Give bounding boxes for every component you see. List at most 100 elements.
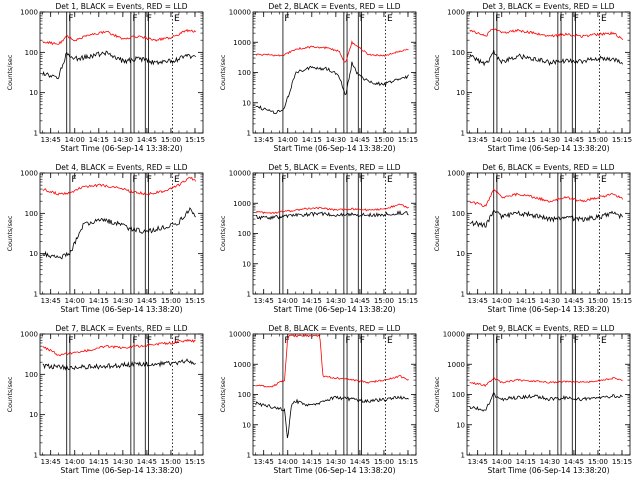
chart-panel-5: Det 5, BLACK = Events, RED = LLD Counts/s… bbox=[219, 163, 418, 314]
y-tick-label: 10 bbox=[29, 411, 38, 419]
chart-title: Det 7, BLACK = Events, RED = LLD bbox=[55, 324, 187, 333]
y-tick-label: 1 bbox=[461, 291, 465, 299]
x-tick-label: 15:00 bbox=[374, 297, 394, 305]
x-tick-label: 13:45 bbox=[254, 297, 274, 305]
marker-label-f: F bbox=[345, 175, 350, 185]
x-tick-label: 14:45 bbox=[564, 297, 584, 305]
marker-label-f: F bbox=[68, 14, 73, 24]
y-tick-label: 1000 bbox=[20, 331, 38, 339]
series-events-line bbox=[42, 358, 196, 371]
y-tick-label: 1000 bbox=[447, 170, 465, 178]
marker-label-f: F bbox=[284, 14, 289, 24]
marker-label-f: F bbox=[559, 175, 564, 185]
x-axis-label: Start Time (06-Sep-14 13:38:20) bbox=[488, 144, 610, 153]
chart-panel-2: Det 2, BLACK = Events, RED = LLD Counts/s… bbox=[219, 2, 418, 153]
marker-label-f: F bbox=[71, 175, 76, 185]
series-events-line bbox=[469, 49, 623, 67]
plot-frame bbox=[39, 11, 204, 134]
y-tick-label: 100 bbox=[25, 49, 38, 57]
marker-label-f: F bbox=[345, 336, 350, 346]
y-tick-label: 1 bbox=[34, 130, 38, 138]
x-tick-label: 14:30 bbox=[326, 297, 346, 305]
x-axis-label: Start Time (06-Sep-14 13:38:20) bbox=[488, 466, 610, 475]
marker-label-f: F bbox=[495, 175, 500, 185]
x-axis-label: Start Time (06-Sep-14 13:38:20) bbox=[61, 305, 183, 314]
y-tick-label: 1 bbox=[247, 130, 251, 138]
y-tick-label: 1000 bbox=[233, 200, 251, 208]
x-tick-label: 14:00 bbox=[278, 136, 298, 144]
y-tick-label: 10000 bbox=[229, 170, 251, 178]
x-tick-label: 15:00 bbox=[161, 136, 181, 144]
series-lld-line bbox=[255, 333, 409, 388]
chart-title: Det 2, BLACK = Events, RED = LLD bbox=[268, 2, 400, 11]
x-tick-label: 14:15 bbox=[302, 136, 322, 144]
x-tick-label: 15:15 bbox=[398, 136, 418, 144]
x-tick-label: 14:00 bbox=[492, 297, 512, 305]
x-axis-label: Start Time (06-Sep-14 13:38:20) bbox=[274, 144, 396, 153]
y-tick-label: 100 bbox=[238, 230, 251, 238]
x-tick-label: 13:45 bbox=[41, 136, 61, 144]
series-lld-line bbox=[255, 40, 409, 63]
marker-label-f: F bbox=[147, 336, 152, 346]
plot-frame bbox=[39, 333, 204, 456]
chart-title: Det 9, BLACK = Events, RED = LLD bbox=[482, 324, 614, 333]
y-tick-label: 100 bbox=[452, 49, 465, 57]
x-tick-label: 14:30 bbox=[326, 136, 346, 144]
x-tick-label: 15:15 bbox=[612, 136, 632, 144]
y-tick-label: 10 bbox=[456, 421, 465, 429]
y-tick-label: 1000 bbox=[447, 9, 465, 17]
x-tick-label: 14:15 bbox=[89, 136, 109, 144]
marker-label-f: F bbox=[574, 175, 579, 185]
y-axis-label: Counts/sec bbox=[433, 54, 441, 90]
marker-label-f: F bbox=[495, 336, 500, 346]
x-tick-label: 15:15 bbox=[185, 136, 205, 144]
y-tick-label: 10 bbox=[242, 421, 251, 429]
x-tick-label: 13:45 bbox=[468, 458, 488, 466]
chart-title: Det 1, BLACK = Events, RED = LLD bbox=[55, 2, 187, 11]
y-tick-label: 10000 bbox=[229, 9, 251, 17]
x-tick-label: 14:30 bbox=[540, 297, 560, 305]
series-lld-line bbox=[469, 376, 623, 387]
x-tick-label: 14:45 bbox=[137, 136, 157, 144]
x-tick-label: 14:00 bbox=[65, 458, 85, 466]
x-tick-label: 14:00 bbox=[278, 297, 298, 305]
chart-title: Det 5, BLACK = Events, RED = LLD bbox=[268, 163, 400, 172]
y-tick-label: 10 bbox=[29, 250, 38, 258]
x-tick-label: 13:45 bbox=[468, 297, 488, 305]
marker-label-e: E bbox=[601, 175, 607, 185]
series-events-line bbox=[42, 50, 196, 80]
marker-label-f: F bbox=[345, 14, 350, 24]
y-tick-label: 10000 bbox=[443, 331, 465, 339]
y-tick-label: 1000 bbox=[233, 361, 251, 369]
x-tick-label: 14:15 bbox=[516, 458, 536, 466]
y-tick-label: 1 bbox=[461, 452, 465, 460]
series-lld-line bbox=[469, 188, 623, 208]
x-tick-label: 14:45 bbox=[564, 458, 584, 466]
x-tick-label: 14:30 bbox=[540, 136, 560, 144]
x-tick-label: 14:00 bbox=[492, 136, 512, 144]
y-tick-label: 100 bbox=[25, 371, 38, 379]
x-tick-label: 14:45 bbox=[137, 297, 157, 305]
y-axis-label: Counts/sec bbox=[219, 54, 227, 90]
chart-title: Det 4, BLACK = Events, RED = LLD bbox=[55, 163, 187, 172]
marker-label-f: F bbox=[284, 336, 289, 346]
y-axis-label: Counts/sec bbox=[433, 376, 441, 412]
y-axis-label: Counts/sec bbox=[6, 54, 14, 90]
x-tick-label: 13:45 bbox=[468, 136, 488, 144]
y-tick-label: 100 bbox=[452, 210, 465, 218]
y-tick-label: 10 bbox=[456, 250, 465, 258]
marker-label-f: F bbox=[559, 14, 564, 24]
series-lld-line bbox=[42, 338, 196, 357]
x-tick-label: 15:00 bbox=[161, 297, 181, 305]
y-tick-label: 100 bbox=[452, 391, 465, 399]
marker-label-e: E bbox=[174, 175, 180, 185]
marker-label-f: F bbox=[281, 175, 286, 185]
plot-frame bbox=[466, 333, 631, 456]
x-tick-label: 15:00 bbox=[161, 458, 181, 466]
x-tick-label: 14:00 bbox=[65, 136, 85, 144]
series-events-line bbox=[42, 207, 196, 260]
x-tick-label: 14:15 bbox=[89, 297, 109, 305]
plot-frame bbox=[252, 11, 417, 134]
y-tick-label: 100 bbox=[238, 391, 251, 399]
